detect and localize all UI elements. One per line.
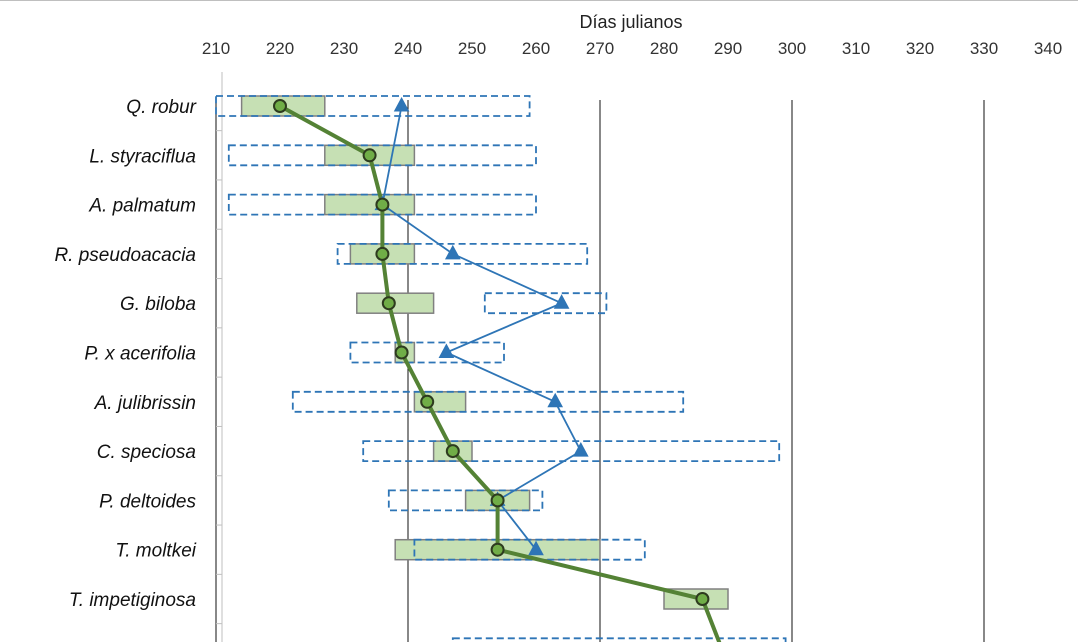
blue-triangle-point	[444, 244, 461, 260]
blue-dashed-range-box	[413, 538, 646, 561]
green-range-bar	[324, 193, 416, 216]
x-tick-label: 300	[778, 39, 806, 58]
category-label: T. moltkei	[115, 541, 196, 562]
category-label: Q. robur	[126, 97, 196, 118]
green-circle-point	[490, 542, 505, 557]
category-label: C. speciosa	[97, 442, 196, 463]
green-circle-point	[695, 592, 710, 606]
green-circle-point	[381, 296, 396, 311]
x-tick-label: 270	[586, 39, 614, 58]
chart-marks	[215, 95, 787, 642]
category-label: G. biloba	[120, 294, 196, 315]
category-label: R. pseudoacacia	[54, 245, 196, 266]
green-circle-point	[375, 197, 390, 212]
x-tick-label: 320	[906, 39, 934, 58]
blue-dashed-range-box	[227, 193, 537, 216]
x-tick-label: 290	[714, 39, 742, 58]
x-tick-label: 210	[202, 39, 230, 58]
blue-dashed-range-box	[336, 242, 589, 265]
y-axis: Q. robur L. styraciflua A. palmatum R. pseu…	[54, 72, 223, 642]
category-label: P. deltoides	[99, 491, 196, 512]
x-tick-label: 220	[266, 39, 294, 58]
blue-triangle-point	[528, 540, 544, 556]
blue-triangle-point	[547, 392, 564, 408]
blue-dashed-range-box	[483, 292, 608, 315]
green-circle-point	[362, 148, 377, 163]
blue-triangle-point	[393, 96, 410, 112]
blue-dashed-range-box	[227, 144, 537, 167]
green-circle-point	[273, 99, 287, 113]
blue-triangle-point	[553, 294, 570, 309]
blue-dashed-range-box	[349, 341, 505, 364]
category-label: P. x acerifolia	[84, 344, 196, 365]
x-tick-label: 250	[458, 39, 486, 58]
x-axis: Días julianos 210 220 230 240 250 260 270 280 29…	[202, 12, 1062, 58]
x-tick-label: 310	[842, 39, 870, 58]
x-tick-label: 260	[522, 39, 550, 58]
x-tick-label: 280	[650, 39, 678, 58]
green-circle-point	[445, 444, 460, 459]
green-circle-point	[394, 345, 409, 360]
blue-dashed-range-box	[362, 440, 781, 463]
green-circle-point	[420, 394, 435, 409]
blue-dashed-range-box	[215, 95, 531, 117]
green-circle-point	[375, 246, 390, 261]
x-tick-label: 240	[394, 39, 422, 58]
green-circle-point	[490, 493, 505, 508]
blue-dashed-range-box	[291, 390, 685, 413]
x-tick-label: 340	[1034, 39, 1062, 58]
category-label: A. julibrissin	[94, 393, 196, 414]
blue-dashed-range-box	[451, 637, 787, 642]
blue-triangle-point	[438, 343, 455, 358]
category-label: L. styraciflua	[89, 146, 196, 167]
x-tick-label: 330	[970, 39, 998, 58]
x-tick-label: 230	[330, 39, 358, 58]
category-label: T. impetiginosa	[69, 590, 196, 611]
green-series-line	[279, 104, 722, 642]
category-label: A. palmatum	[88, 196, 196, 217]
blue-triangle-point	[572, 442, 589, 457]
x-axis-title: Días julianos	[579, 12, 682, 32]
